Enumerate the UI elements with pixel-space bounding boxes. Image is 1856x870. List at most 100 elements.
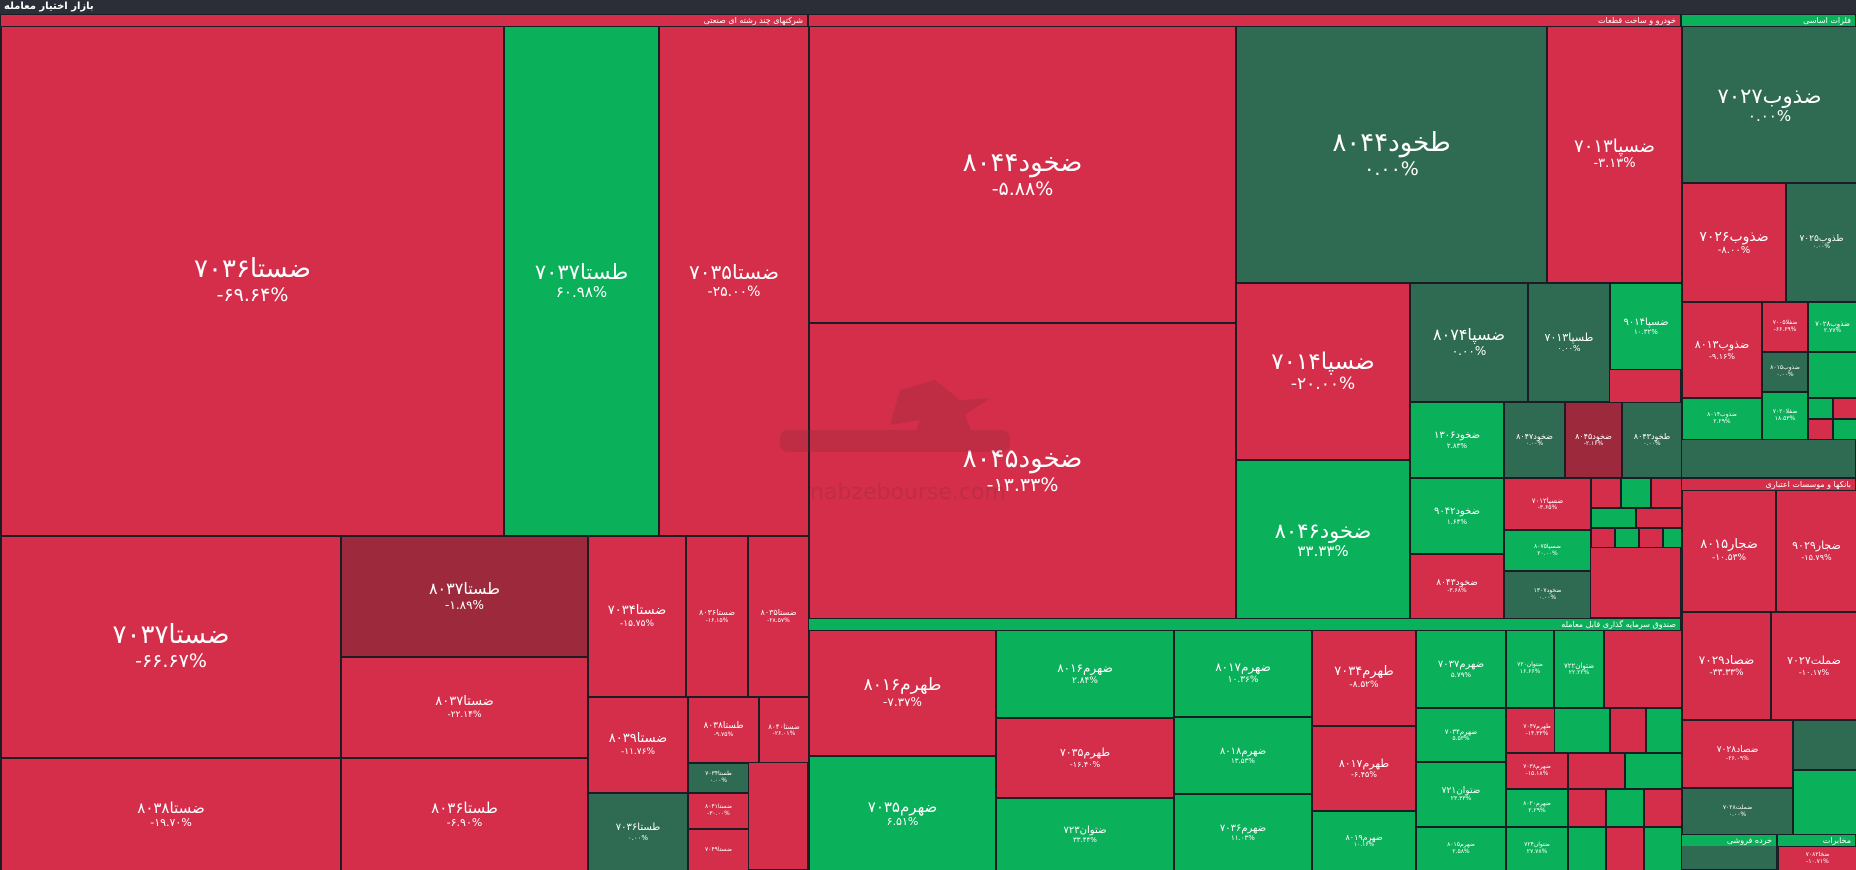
treemap-tile-small[interactable]	[1646, 708, 1682, 753]
section-title[interactable]: صندوق سرمایه گذاری قابل معامله	[809, 619, 1680, 630]
treemap-tile[interactable]: طستا۸۰۳۷ -۱.۸۹%	[341, 536, 588, 657]
treemap-tile-small[interactable]	[1610, 708, 1646, 753]
treemap-tile[interactable]: ضتوان۷۲۳ ۳۳.۴۴%	[996, 798, 1174, 870]
treemap-tile-small[interactable]	[1833, 398, 1856, 419]
treemap-tile[interactable]: ضهرم۷۰۳۶ ۱۱.۰۳%	[1174, 794, 1312, 870]
treemap-tile[interactable]: طهرم۷۰۳۵ -۱۶.۴۰%	[996, 718, 1174, 798]
treemap-tile[interactable]: ضستا۸۰۴۱ -۳۰.۰۰%	[688, 793, 749, 829]
treemap-tile[interactable]: طستا۸۰۳۶ -۶.۹۰%	[341, 758, 588, 870]
treemap-tile[interactable]: طستا۷۰۳۴ ۰.۰۰%	[688, 763, 749, 793]
section-title[interactable]: بانکها و موسسات اعتباری	[1682, 479, 1855, 490]
treemap-tile-small[interactable]	[1568, 753, 1625, 789]
treemap-tile[interactable]: ضفلا۷۰۲۰ ۱۸.۵۳%	[1762, 392, 1808, 440]
treemap-tile[interactable]: ضملت۷۰۲۷ -۱۰.۱۷%	[1771, 612, 1856, 720]
treemap-tile[interactable]: ضستا۸۰۳۶ -۱۶.۱۵%	[686, 536, 748, 697]
treemap-tile[interactable]: طذوب۷۰۲۵ ۰.۰۰%	[1786, 183, 1856, 302]
treemap-tile-small[interactable]	[1793, 720, 1856, 770]
treemap-tile[interactable]: ضذوب۷۰۲۶ -۸.۰۰%	[1682, 183, 1786, 302]
treemap-tile[interactable]: ضستا۸۰۳۵ -۲۸.۵۷%	[748, 536, 809, 697]
treemap-tile[interactable]: ضفلا۷۰۰۵ -۶۶.۶۹%	[1762, 302, 1808, 352]
treemap-tile-small[interactable]	[1615, 528, 1639, 548]
treemap-tile-small[interactable]	[1644, 789, 1682, 827]
treemap-tile[interactable]: ضستا۷۰۳۴ -۱۵.۷۵%	[588, 536, 686, 697]
treemap-tile[interactable]: ضسپا۹۰۱۴ ۱۰.۳۲%	[1610, 283, 1682, 370]
treemap-tile-small[interactable]	[1604, 630, 1682, 708]
treemap-tile[interactable]: طهرم۷۰۳۴ -۸.۵۲%	[1312, 630, 1416, 726]
treemap-tile[interactable]: ضملت۷۰۲۸ ۰.۰۰%	[1682, 788, 1793, 835]
treemap-tile[interactable]: ضجار۹۰۲۹ -۱۵.۷۹%	[1776, 490, 1856, 612]
treemap-tile[interactable]: ضسپا۸۰۷۴ ۰.۰۰%	[1410, 283, 1528, 402]
treemap-tile[interactable]: ضستا۸۰۴۰ -۲۶.۰۱%	[759, 697, 809, 763]
treemap-tile[interactable]: ضذوب۷۰۲۸ ۲.۷۷%	[1808, 302, 1856, 352]
treemap-tile-small[interactable]	[1591, 508, 1636, 528]
treemap-tile[interactable]: ضذوب۷۰۲۷ ۰.۰۰%	[1682, 26, 1856, 183]
treemap-tile[interactable]: ضخود۸۰۴۷ ۰.۰۰%	[1504, 402, 1565, 478]
treemap-tile[interactable]: ضخود۹۰۴۲ ۱.۶۴%	[1410, 478, 1504, 554]
treemap-tile[interactable]: ضذوب۸۰۱۳ -۹.۱۶%	[1682, 302, 1762, 398]
treemap-tile[interactable]: ضجار۸۰۱۵ -۱۰.۵۳%	[1682, 490, 1776, 612]
treemap-tile-small[interactable]	[1606, 789, 1644, 827]
treemap-tile[interactable]: ضهرم۷۰۳۸ -۱۵.۱۸%	[1506, 753, 1568, 789]
treemap-tile-small[interactable]	[1591, 478, 1621, 508]
treemap-tile[interactable]: ضخود۱۳۰۷ ۰.۰۰%	[1504, 571, 1591, 619]
treemap-tile-small[interactable]	[1651, 478, 1682, 508]
treemap-tile[interactable]: ضخود۸۰۴۵ -۲.۱۶%	[1565, 402, 1622, 478]
treemap-tile[interactable]: ضسپا۷۰۱۲ -۳.۶۵%	[1504, 478, 1591, 530]
treemap-tile[interactable]: ضستا۸۰۳۹ -۱۱.۷۶%	[588, 697, 688, 793]
treemap-tile[interactable]: ضستا۷۰۴۹	[688, 829, 749, 870]
treemap-tile-small[interactable]	[1621, 478, 1651, 508]
treemap-tile-small[interactable]	[1625, 753, 1682, 789]
treemap-tile[interactable]: طهرم۸۰۱۶ -۷.۳۷%	[809, 630, 996, 756]
treemap-tile-small[interactable]	[1808, 398, 1833, 419]
treemap-tile[interactable]: ضخا۷۰۸۲ -۱۰.۷۱%	[1778, 846, 1856, 870]
treemap-tile[interactable]: ضسپا۷۰۱۳ -۳.۱۳%	[1547, 26, 1682, 283]
treemap-tile-small[interactable]	[1644, 827, 1682, 870]
treemap-tile[interactable]: طخود۸۰۴۳ ۰.۰۰%	[1622, 402, 1682, 478]
treemap-tile[interactable]: ضذوب۸۰۱۵ ۰.۰۰%	[1762, 352, 1808, 392]
treemap-tile[interactable]: ضخود۱۳۰۶ ۲.۸۳%	[1410, 402, 1504, 478]
treemap-tile[interactable]: ضهرم۸۰۱۹ ۱۰.۱۶%	[1312, 811, 1416, 870]
section-title[interactable]: خرده فروشی	[1682, 835, 1776, 846]
treemap-tile[interactable]: طهرم۸۰۱۷ -۶.۴۵%	[1312, 726, 1416, 811]
treemap-tile[interactable]: ضصاد۷۰۲۹ -۳۳.۳۳%	[1682, 612, 1771, 720]
treemap-tile[interactable]: ضخود۸۰۴۶ ۳۳.۳۳%	[1236, 460, 1410, 619]
treemap-tile-small[interactable]	[1554, 708, 1610, 753]
treemap-tile[interactable]: ضهرم۸۰۱۵ ۲.۵۸%	[1416, 827, 1506, 870]
treemap-tile[interactable]: ضصاد۷۰۲۸ -۲۶.۰۹%	[1682, 720, 1793, 788]
treemap-tile[interactable]: ضستا۷۰۳۶ -۶۹.۶۴%	[1, 26, 504, 536]
treemap-tile-small[interactable]	[1639, 528, 1663, 548]
treemap-tile-small[interactable]	[1663, 528, 1682, 548]
treemap-tile-small[interactable]	[1568, 789, 1606, 827]
treemap-tile-small[interactable]	[1833, 419, 1856, 440]
treemap-tile[interactable]: ضستا۸۰۳۷ -۲۲.۱۴%	[341, 657, 588, 758]
treemap-tile[interactable]: ضتوان۷۲۲ ۲۲.۲۲%	[1554, 630, 1604, 708]
treemap-tile[interactable]: ضخود۸۰۴۳ -۳.۶۸%	[1410, 554, 1504, 619]
treemap-tile[interactable]: ضستا۷۰۳۷ -۶۶.۶۷%	[1, 536, 341, 758]
treemap-tile-small[interactable]	[1808, 352, 1856, 398]
section-title[interactable]: مخابرات	[1778, 835, 1855, 846]
treemap-tile[interactable]: ضهرم۷۰۳۷ ۵.۷۹%	[1416, 630, 1506, 708]
treemap-tile-small[interactable]	[1808, 419, 1833, 440]
treemap-tile[interactable]: ضهرم۸۰۱۶ ۲.۸۴%	[996, 630, 1174, 718]
treemap-tile[interactable]: ضخود۸۰۴۵ -۱۳.۳۳%	[809, 323, 1236, 619]
treemap-tile[interactable]: ضهرم۸۰۲۰ ۲.۲۹%	[1506, 789, 1568, 827]
treemap-tile[interactable]: ضهرم۸۰۱۸ ۱۳.۵۳%	[1174, 717, 1312, 794]
treemap-tile-small[interactable]	[1636, 508, 1682, 528]
treemap-tile[interactable]: ضهرم۷۰۳۵ ۶.۵۱%	[809, 756, 996, 870]
treemap-tile[interactable]: ضسپا۸۰۷۵ ۲۰.۰۰%	[1504, 530, 1591, 571]
treemap-tile[interactable]: ضسپا۷۰۱۴ -۲۰.۰۰%	[1236, 283, 1410, 460]
treemap-tile[interactable]: طستا۷۰۳۷ ۶۰.۹۸%	[504, 26, 659, 536]
treemap-tile-small[interactable]	[1606, 827, 1644, 870]
treemap-tile[interactable]: طستا۸۰۳۸ -۹.۷۵%	[688, 697, 759, 763]
treemap-tile[interactable]: ضستا۸۰۳۸ -۱۹.۷۰%	[1, 758, 341, 870]
section-title[interactable]: فلزات اساسی	[1682, 15, 1855, 26]
treemap-tile[interactable]: ضهرم۸۰۱۷ ۱۰.۳۶%	[1174, 630, 1312, 717]
treemap-tile[interactable]: ضتوان۷۲۱ ۲۳.۳۳%	[1416, 762, 1506, 827]
treemap-tile[interactable]: ضتوان۷۲۴ ۲۷.۷۸%	[1506, 827, 1568, 870]
treemap-tile[interactable]: ضتوان۷۲۰ ۱۶.۶۶%	[1506, 630, 1554, 708]
treemap-tile-small[interactable]	[1568, 827, 1606, 870]
treemap-tile-small[interactable]	[1591, 528, 1615, 548]
treemap-tile-small[interactable]	[1793, 770, 1856, 835]
treemap-tile[interactable]: طسپا۷۰۱۳ ۰.۰۰%	[1528, 283, 1610, 402]
treemap-tile[interactable]: طخود۸۰۴۴ ۰.۰۰%	[1236, 26, 1547, 283]
